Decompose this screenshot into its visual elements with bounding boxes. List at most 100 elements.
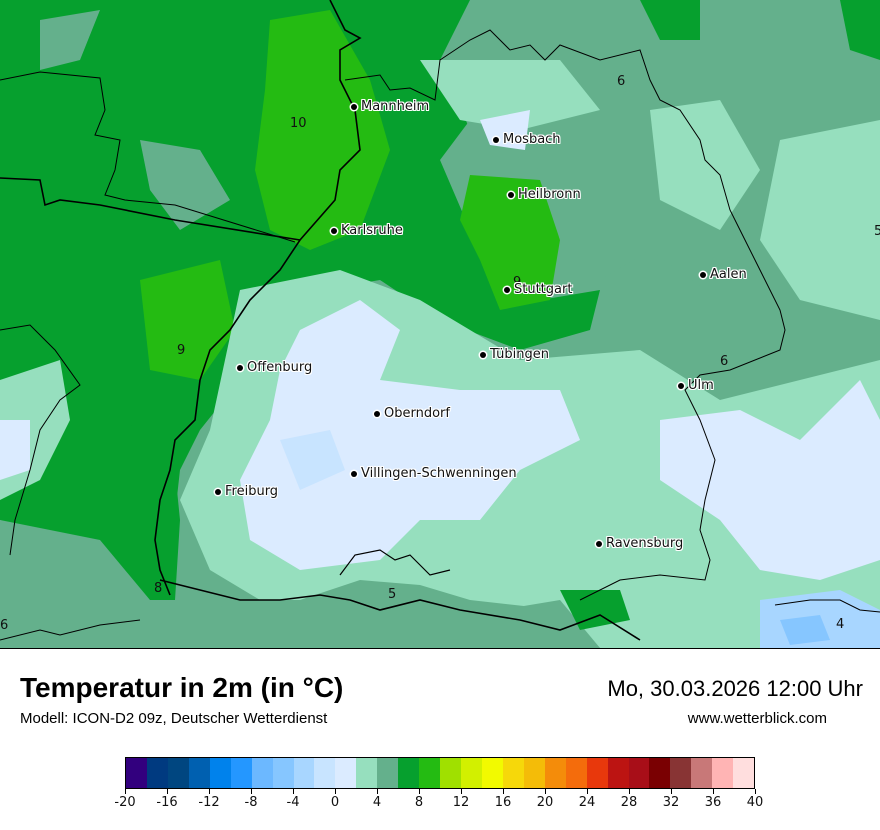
legend-swatch [335,758,357,788]
city-marker-icon [237,364,243,371]
city-oberndorf: Oberndorf [374,406,450,421]
city-marker-icon [504,286,510,293]
legend-swatch [670,758,692,788]
city-label: Aalen [710,267,747,282]
city-label: Ravensburg [606,536,684,551]
city-villingen-schwenningen: Villingen-Schwenningen [351,466,517,481]
legend-tick-label: -16 [156,795,178,810]
legend-tick-mark [208,789,210,794]
city-label: Karlsruhe [341,223,403,238]
contour-label: 5 [874,224,880,239]
city-label: Offenburg [247,360,313,375]
legend-tick-label: -20 [114,795,136,810]
legend-tick-mark [124,789,126,794]
legend-swatch [230,758,252,788]
city-mannheim: Mannheim [351,99,429,114]
legend-tick-mark [670,789,672,794]
legend-swatch [481,758,503,788]
legend-swatch [146,758,168,788]
legend-tick-mark [502,789,504,794]
legend-swatch [167,758,189,788]
city-marker-icon [480,351,486,358]
legend-swatch [565,758,587,788]
legend-swatch [523,758,545,788]
city-marker-icon [508,191,514,198]
legend-tick-mark [712,789,714,794]
legend-tick-mark [376,789,378,794]
legend-swatch [440,758,461,788]
legend-tick-mark [334,789,336,794]
contour-label: 6 [617,74,626,89]
city-marker-icon [351,470,357,477]
city-marker-icon [351,103,357,110]
legend-tick-label: -4 [286,795,300,810]
legend-swatch [272,758,294,788]
legend-tick-mark [586,789,588,794]
city-marker-icon [596,540,602,547]
legend-tick-mark [418,789,420,794]
city-marker-icon [678,382,684,389]
legend-swatch [628,758,650,788]
city-aalen: Aalen [700,267,747,282]
legend-tick-label: 20 [536,795,554,810]
legend-swatch [126,758,147,788]
legend-tick-label: 32 [662,795,680,810]
legend-swatch [398,758,420,788]
city-karlsruhe: Karlsruhe [331,223,403,238]
contour-label: 9 [177,343,186,358]
legend-swatch [586,758,608,788]
city-label: Oberndorf [384,406,450,421]
legend-tick-label: 4 [372,795,382,810]
contour-label: 4 [836,617,845,632]
city-marker-icon [331,227,337,234]
legend-swatch [293,758,315,788]
city-mosbach: Mosbach [493,132,561,147]
city-marker-icon [374,410,380,417]
legend-swatch [461,758,482,788]
legend-tick-label: -8 [244,795,258,810]
color-scale-legend [125,757,755,789]
legend-swatch [733,758,755,788]
legend-swatch [314,758,336,788]
legend-swatch [691,758,713,788]
city-label: Heilbronn [518,187,581,202]
city-marker-icon [215,488,221,495]
temperature-field [0,0,880,648]
legend-tick-mark [166,789,168,794]
forecast-datetime: Mo, 30.03.2026 12:00 Uhr [607,676,863,701]
city-label: Mosbach [503,132,561,147]
city-marker-icon [493,136,499,143]
legend-swatch [356,758,378,788]
legend-tick-mark [292,789,294,794]
legend-tick-label: 16 [494,795,512,810]
city-stuttgart: Stuttgart [504,282,572,297]
website-link[interactable]: www.wetterblick.com [687,710,827,727]
city-offenburg: Offenburg [237,360,312,375]
city-ulm: Ulm [678,378,714,393]
city-freiburg: Freiburg [215,484,278,499]
legend-swatch [188,758,210,788]
model-subtitle: Modell: ICON-D2 09z, Deutscher Wetterdie… [20,710,328,727]
city-label: Stuttgart [514,282,573,297]
city-heilbronn: Heilbronn [508,187,581,202]
legend-tick-mark [544,789,546,794]
legend-tick-mark [250,789,252,794]
city-label: Freiburg [225,484,279,499]
legend-swatch [502,758,524,788]
city-label: Mannheim [361,99,430,114]
city-tuebingen: Tübingen [480,347,549,362]
city-label: Tübingen [490,347,549,362]
legend-swatch [251,758,273,788]
legend-tick-label: 24 [578,795,596,810]
temperature-map: 10 6 9 9 6 5 8 5 4 6 Mannheim Mosbach He… [0,0,880,649]
legend-swatch [544,758,566,788]
legend-tick-label: 0 [330,795,340,810]
contour-label: 6 [0,618,9,633]
city-ravensburg: Ravensburg [596,536,683,551]
legend-ticks: -20 -16 -12 -8 -4 0 4 8 12 16 20 24 28 32 36 40 [114,789,763,819]
contour-label: 8 [154,581,163,596]
city-label: Ulm [688,378,714,393]
contour-label: 5 [388,587,397,602]
city-label: Villingen-Schwenningen [361,466,517,481]
legend-swatch [419,758,441,788]
